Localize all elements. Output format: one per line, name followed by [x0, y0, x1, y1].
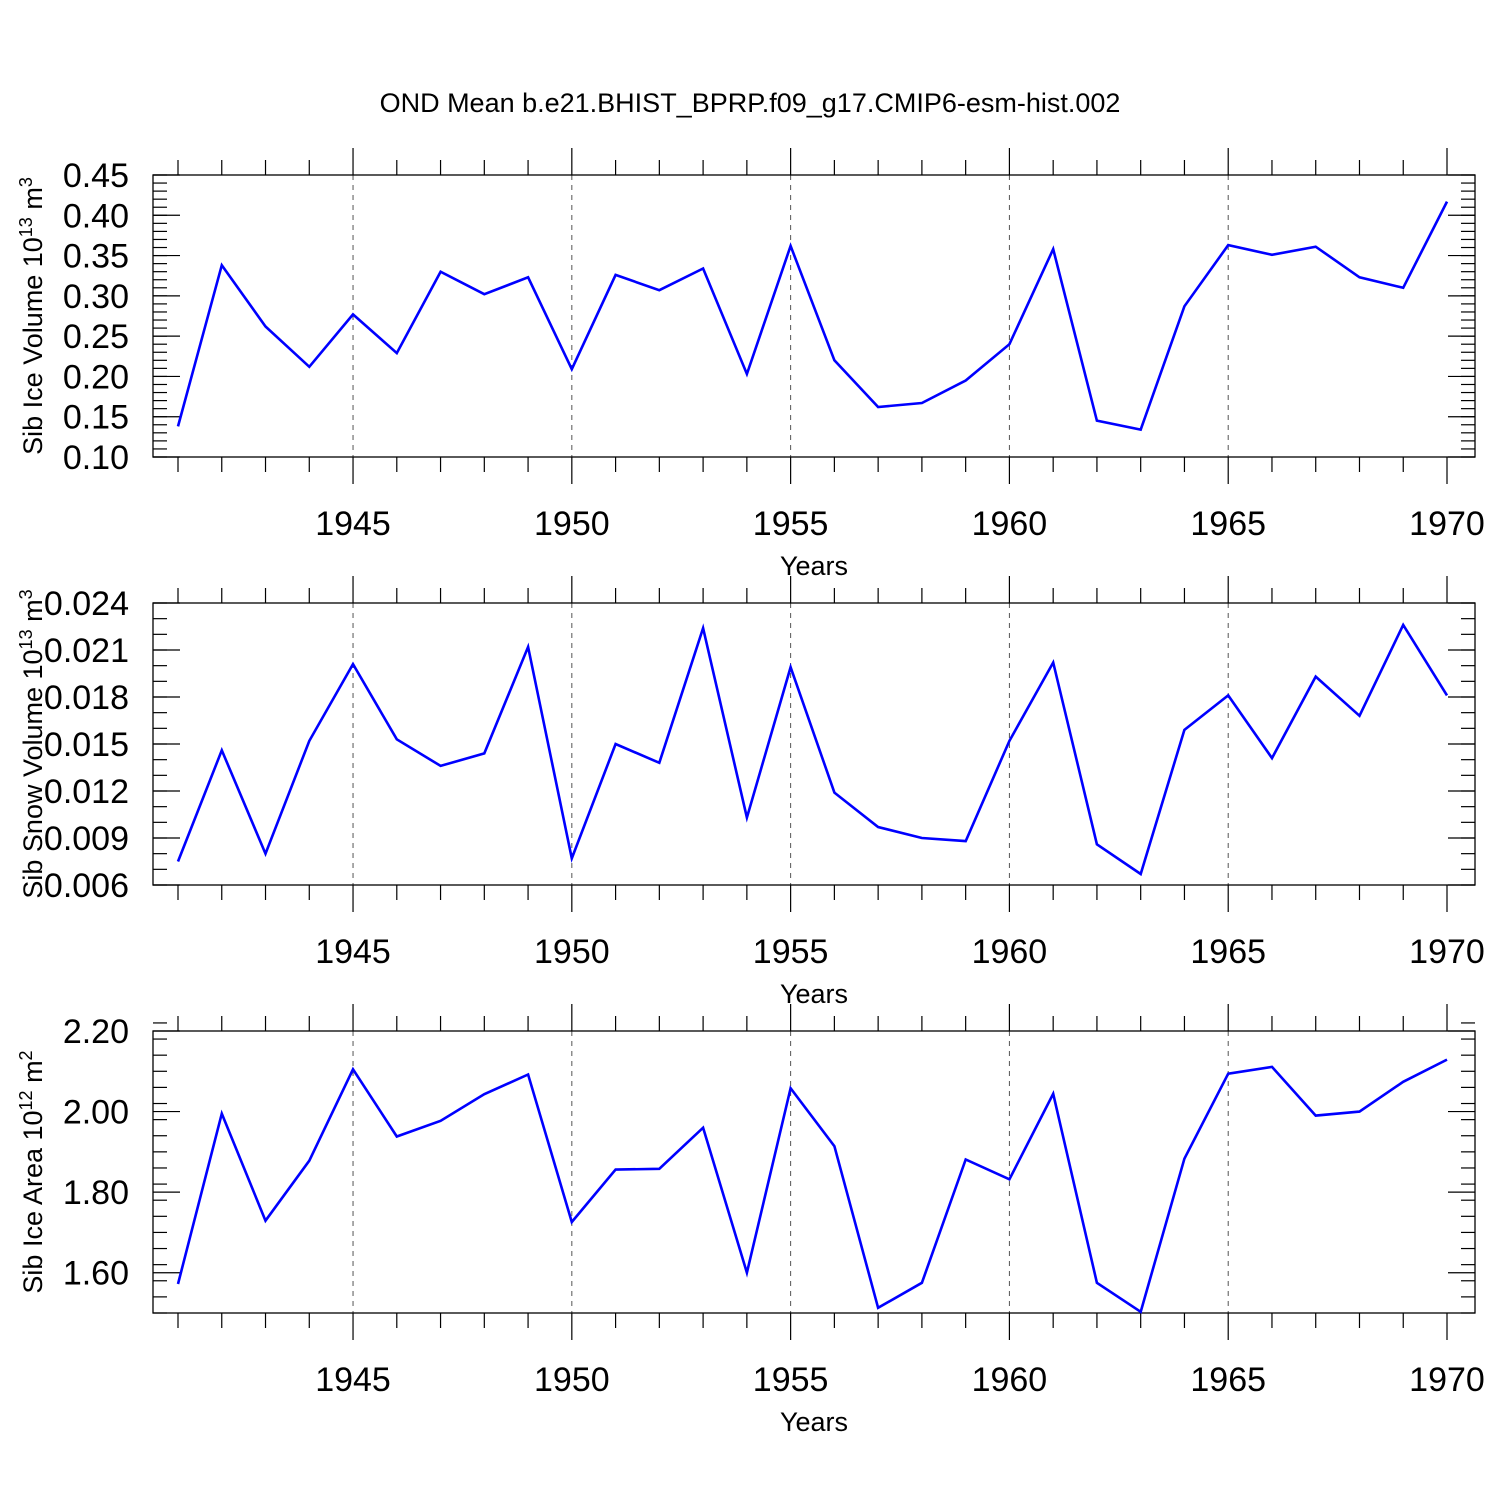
plot-frame: [152, 1030, 1476, 1314]
y-tick-label: 0.006: [44, 867, 129, 905]
x-tick-label: 1955: [753, 933, 829, 971]
y-axis-label-superscript: 3: [16, 177, 36, 187]
series-line: [176, 622, 1449, 877]
x-tick-label: 1970: [1409, 505, 1485, 543]
y-axis-label-superscript: 12: [16, 1090, 36, 1110]
x-tick-label: 1945: [315, 1361, 391, 1399]
x-tick-label: 1970: [1409, 1361, 1485, 1399]
y-tick-label: 0.10: [63, 439, 129, 477]
y-tick-label: 1.60: [63, 1255, 129, 1293]
y-tick-label: 0.30: [63, 278, 129, 316]
x-tick-label: 1950: [534, 505, 610, 543]
y-tick-label: 2.00: [63, 1094, 129, 1132]
y-tick-label: 0.024: [44, 585, 129, 623]
y-axis-label: Sib Snow Volume 1013 m3: [16, 589, 48, 898]
y-tick-label: 0.45: [63, 157, 129, 195]
y-tick-label: 0.35: [63, 238, 129, 276]
y-tick-label: 1.80: [63, 1174, 129, 1212]
y-axis-label: Sib Ice Area 1012 m2: [16, 1050, 48, 1293]
x-tick-label: 1970: [1409, 933, 1485, 971]
y-tick-label: 0.018: [44, 679, 129, 717]
y-axis-label-superscript: 13: [16, 629, 36, 649]
chart-panel-2: 0.006 0.009 0.012 0.015 0.018 0.021 0.024 1945 1…: [16, 576, 1485, 1009]
x-axis-label: Years: [780, 551, 848, 581]
x-tick-label: 1965: [1190, 505, 1266, 543]
y-axis-label-superscript: 13: [16, 217, 36, 237]
x-tick-label: 1945: [315, 505, 391, 543]
x-tick-label: 1950: [534, 1361, 610, 1399]
y-axis-label-part: Sib Ice Volume 10: [18, 237, 48, 455]
y-tick-label: 0.012: [44, 773, 129, 811]
x-axis-label: Years: [780, 1407, 848, 1437]
chart-panel-3: 1.60 1.80 2.00 2.20 1945 1950 1955 1960 1965 1970…: [16, 1004, 1485, 1437]
y-axis-label-superscript: 3: [16, 589, 36, 599]
y-axis-label: Sib Ice Volume 1013 m3: [16, 177, 48, 455]
y-tick-label: 2.20: [63, 1013, 129, 1051]
y-tick-label: 0.021: [44, 632, 129, 670]
y-axis-label-part: m: [18, 1060, 48, 1090]
plot-frame: [152, 602, 1476, 886]
x-tick-label: 1965: [1190, 933, 1266, 971]
x-tick-label: 1945: [315, 933, 391, 971]
series-line: [176, 201, 1449, 432]
y-axis-label-part: m: [18, 599, 48, 629]
plot-frame: [152, 174, 1476, 458]
y-axis-label-part: m: [18, 187, 48, 217]
y-tick-label: 0.20: [63, 358, 129, 396]
y-axis-label-part: Sib Snow Volume 10: [18, 649, 48, 898]
x-tick-label: 1955: [753, 1361, 829, 1399]
chart-title: OND Mean b.e21.BHIST_BPRP.f09_g17.CMIP6-…: [380, 88, 1121, 118]
x-axis-label: Years: [780, 979, 848, 1009]
y-tick-label: 0.015: [44, 726, 129, 764]
x-tick-label: 1950: [534, 933, 610, 971]
x-tick-label: 1960: [972, 505, 1048, 543]
x-tick-label: 1965: [1190, 1361, 1266, 1399]
x-tick-label: 1960: [972, 933, 1048, 971]
x-tick-label: 1955: [753, 505, 829, 543]
y-axis-label-part: Sib Ice Area 10: [18, 1110, 48, 1293]
y-tick-label: 0.009: [44, 820, 129, 858]
x-tick-label: 1960: [972, 1361, 1048, 1399]
y-tick-label: 0.40: [63, 197, 129, 235]
y-tick-label: 0.25: [63, 318, 129, 356]
y-tick-label: 0.15: [63, 399, 129, 437]
y-axis-label-superscript: 2: [16, 1050, 36, 1060]
series-line: [176, 1058, 1448, 1314]
chart-panel-1: 0.100.150.200.250.300.350.400.45 1945 1950…: [16, 148, 1485, 581]
